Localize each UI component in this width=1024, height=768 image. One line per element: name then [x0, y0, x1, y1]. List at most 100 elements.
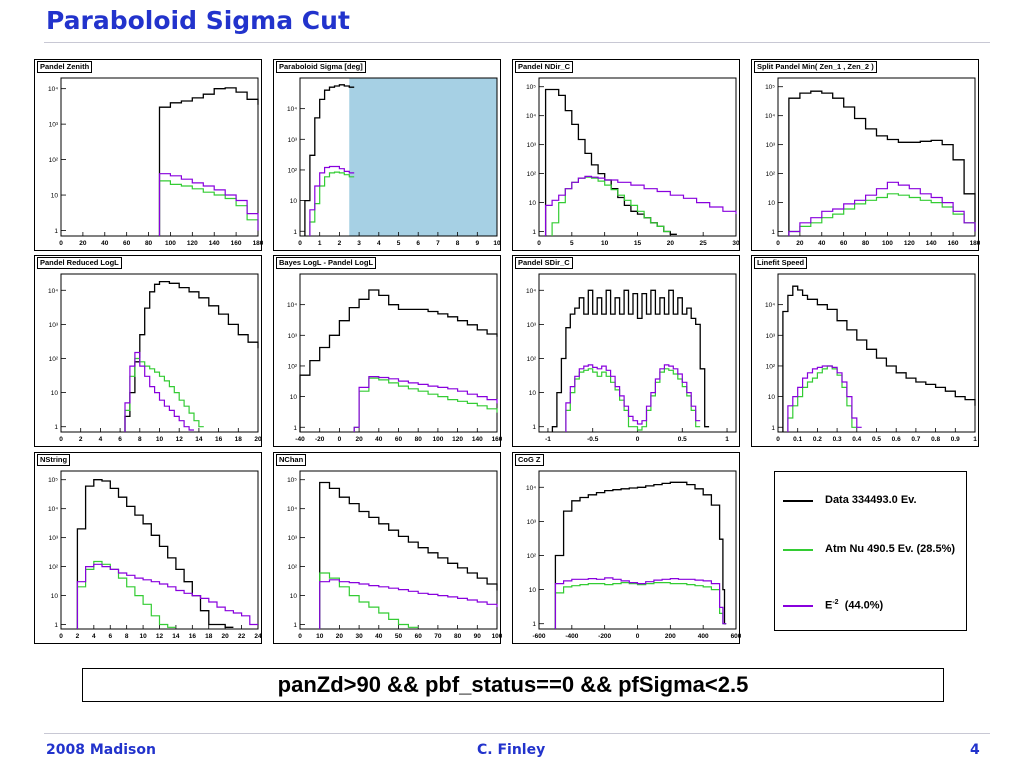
x-tick-label: 160 — [948, 240, 959, 247]
x-tick-label: 120 — [452, 436, 463, 443]
plot-panel-1: 0 20 40 60 80 100 120 140 160 180 1 10 10² 10³ 10⁴ Pand… — [34, 59, 263, 251]
series-atm-nu — [787, 365, 857, 432]
legend-label-e2-sup: -2 — [832, 599, 839, 606]
y-tick-label: 10³ — [527, 322, 537, 329]
plot-svg-1: 0 20 40 60 80 100 120 140 160 180 1 10 10² 10³ 10⁴ — [48, 77, 263, 247]
x-tick-label: 20 — [667, 240, 675, 247]
x-tick-label: 40 — [818, 240, 826, 247]
y-tick-label: 10³ — [49, 122, 59, 129]
series-atm-nu — [353, 377, 498, 432]
plot-title: Pandel Reduced LogL — [37, 257, 122, 269]
y-tick-label: 1 — [54, 622, 58, 629]
x-tick-label: 60 — [415, 633, 423, 640]
x-tick-label: 80 — [145, 240, 153, 247]
x-tick-label: 400 — [698, 633, 709, 640]
x-tick-label: 1 — [318, 240, 322, 247]
series-e2 — [554, 577, 727, 629]
y-tick-label: 10 — [768, 200, 776, 207]
x-tick-label: 18 — [235, 436, 243, 443]
x-tick-label: 12 — [156, 633, 164, 640]
y-tick-label: 1 — [771, 425, 775, 432]
series-e2 — [787, 365, 862, 432]
y-tick-label: 10 — [529, 200, 537, 207]
y-tick-label: 10² — [49, 157, 59, 164]
y-tick-label: 1 — [293, 425, 297, 432]
x-tick-label: 20 — [336, 633, 344, 640]
plot-frame — [777, 77, 976, 237]
y-tick-label: 10³ — [288, 137, 298, 144]
legend-entry-data: Data 334493.0 Ev. — [775, 493, 966, 509]
plot-svg-7: -1 -0.5 0 0.5 1 1 10 10² 10³ 10⁴ — [526, 273, 737, 443]
x-tick-label: 10 — [139, 633, 147, 640]
plot-frame — [60, 470, 259, 630]
y-tick-label: 10² — [49, 564, 59, 571]
x-tick-label: 30 — [732, 240, 740, 247]
x-tick-label: 6 — [118, 436, 122, 443]
plot-panel-2: 0 1 2 3 4 5 6 7 8 9 10 1 10 10² 10³ 10⁴ Paraboloid Sigma… — [273, 59, 501, 251]
x-tick-label: 120 — [187, 240, 198, 247]
x-tick-label: 160 — [492, 436, 502, 443]
series-atm-nu — [309, 171, 355, 236]
x-tick-label: 200 — [665, 633, 676, 640]
series-atm-nu — [788, 193, 976, 236]
x-tick-label: 7 — [436, 240, 440, 247]
y-tick-label: 10 — [768, 394, 776, 401]
series-data — [544, 88, 677, 236]
y-tick-label: 10² — [288, 167, 298, 174]
x-tick-label: 600 — [731, 633, 741, 640]
x-tick-label: 0 — [776, 436, 780, 443]
y-tick-label: 10 — [290, 593, 298, 600]
x-tick-label: 1 — [725, 436, 729, 443]
series-data — [299, 289, 498, 432]
y-tick-label: 10³ — [766, 142, 776, 149]
plot-panel-9: 0 2 4 6 8 10 12 14 16 18 20 22 24 1 10 10² 10³ 10⁴ 10⁵ NStr… — [34, 452, 262, 644]
y-tick-label: 10² — [527, 356, 537, 363]
x-tick-label: 12 — [176, 436, 184, 443]
x-tick-label: 120 — [904, 240, 915, 247]
x-tick-label: 100 — [492, 633, 502, 640]
series-atm-nu — [551, 176, 671, 236]
series-atm-nu — [565, 368, 701, 432]
x-tick-label: 6 — [416, 240, 420, 247]
y-tick-label: 10² — [49, 356, 59, 363]
plot-frame — [299, 470, 498, 630]
x-tick-label: 2 — [338, 240, 342, 247]
x-tick-label: 100 — [165, 240, 176, 247]
plot-panel-11: -600 -400 -200 0 200 400 600 1 10 10² 10³ 10⁴ CoG Z — [512, 452, 741, 644]
plot-panel-7: -1 -0.5 0 0.5 1 1 10 10² 10³ 10⁴ Pandel SDir_C — [512, 255, 740, 447]
x-tick-label: 0 — [636, 436, 640, 443]
series-atm-nu — [554, 582, 727, 629]
x-tick-label: 20 — [355, 436, 363, 443]
legend-entry-atm-nu: Atm Nu 490.5 Ev. (28.5%) — [775, 542, 966, 558]
x-tick-label: 0.2 — [813, 436, 822, 443]
x-tick-label: 0.8 — [931, 436, 940, 443]
slide-title: Paraboloid Sigma Cut — [46, 6, 350, 35]
y-tick-label: 10⁴ — [48, 86, 58, 93]
x-tick-label: 0.1 — [793, 436, 802, 443]
series-e2 — [545, 175, 737, 236]
x-tick-label: -200 — [598, 633, 611, 640]
x-tick-label: 0.5 — [678, 436, 687, 443]
series-data — [158, 87, 259, 236]
series-e2 — [788, 181, 976, 236]
x-tick-label: 0 — [59, 436, 63, 443]
x-tick-label: 0 — [776, 240, 780, 247]
x-tick-label: 80 — [862, 240, 870, 247]
x-tick-label: -600 — [532, 633, 545, 640]
x-tick-label: 0 — [298, 633, 302, 640]
x-tick-label: 80 — [454, 633, 462, 640]
plot-title: CoG Z — [515, 454, 544, 466]
y-tick-label: 10³ — [49, 535, 59, 542]
x-tick-label: 15 — [634, 240, 642, 247]
plot-title: Paraboloid Sigma [deg] — [276, 61, 366, 73]
y-tick-label: 10 — [51, 390, 59, 397]
series-e2 — [565, 364, 701, 432]
series-e2 — [124, 351, 194, 432]
y-tick-label: 1 — [293, 622, 297, 629]
series-data — [551, 289, 710, 432]
x-tick-label: 20 — [79, 240, 87, 247]
y-tick-label: 10⁵ — [526, 84, 536, 91]
y-tick-label: 10⁴ — [765, 302, 775, 309]
plot-panel-8: 0 0.1 0.2 0.3 0.4 0.5 0.6 0.7 0.8 0.9 1 1 10 10² 10³ 10… — [751, 255, 979, 447]
y-tick-label: 10² — [288, 564, 298, 571]
